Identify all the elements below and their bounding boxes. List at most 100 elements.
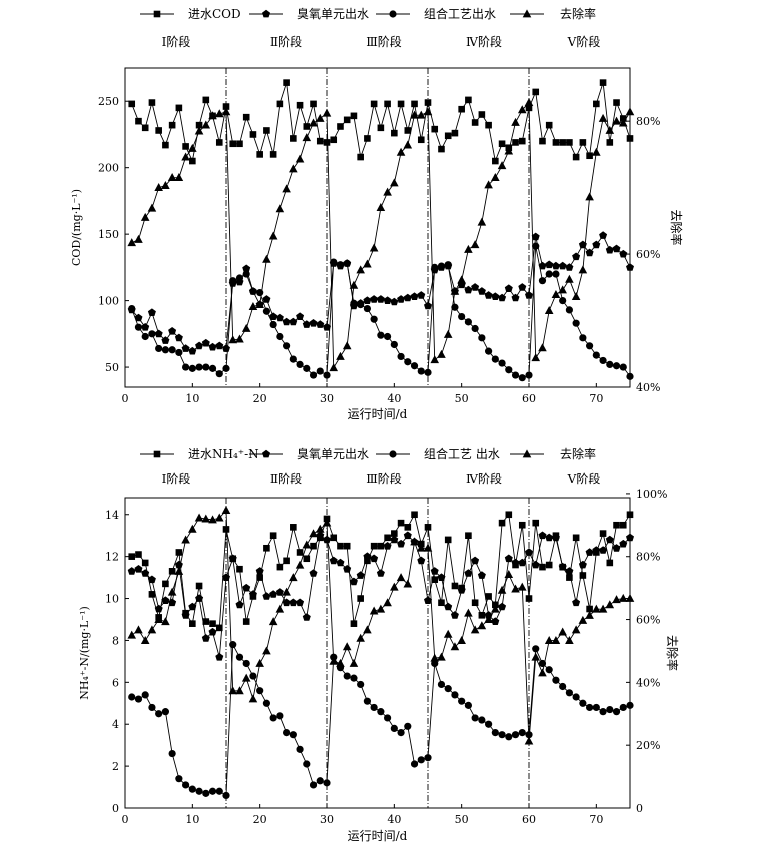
stage-label: Ⅳ阶段	[466, 471, 502, 486]
data-point-0-0	[128, 100, 136, 108]
data-point-1-42	[410, 292, 419, 300]
data-point-0-40	[397, 100, 405, 108]
data-point-3-20	[262, 646, 271, 655]
data-point-3-34	[356, 265, 365, 274]
y2-tick-label: 0	[636, 802, 643, 815]
data-point-3-10	[194, 513, 204, 522]
data-point-2-56	[505, 366, 513, 374]
data-point-2-41	[404, 722, 412, 730]
data-point-2-55	[498, 731, 506, 739]
data-point-3-2	[140, 212, 150, 221]
data-point-1-39	[390, 297, 399, 306]
data-point-3-61	[538, 668, 547, 677]
data-point-2-22	[276, 332, 284, 341]
data-point-3-72	[612, 116, 621, 125]
data-point-0-31	[337, 123, 344, 130]
data-point-2-49	[458, 312, 466, 321]
data-point-0-53	[485, 593, 492, 600]
data-point-1-1	[134, 565, 143, 573]
plot-frame	[124, 67, 631, 388]
data-point-2-1	[134, 323, 143, 331]
data-point-2-69	[592, 703, 600, 712]
data-point-0-72	[613, 99, 620, 106]
data-point-3-35	[363, 259, 372, 268]
stage-label: Ⅴ阶段	[567, 471, 601, 486]
y-tick-label: 10	[105, 593, 119, 606]
y-tick-label: 8	[112, 634, 119, 647]
data-point-3-41	[403, 140, 413, 149]
data-point-2-53	[485, 720, 493, 728]
data-point-2-17	[242, 659, 250, 668]
x-tick-label: 10	[185, 392, 199, 405]
data-point-3-59	[524, 736, 534, 745]
data-point-3-53	[484, 614, 493, 623]
data-point-1-52	[477, 571, 486, 579]
data-point-2-20	[262, 699, 270, 707]
data-point-0-16	[236, 565, 243, 573]
data-point-1-57	[511, 558, 520, 567]
y-tick-label: 150	[98, 228, 119, 241]
data-point-0-24	[290, 135, 297, 142]
data-point-1-14	[222, 344, 230, 352]
data-point-1-10	[195, 341, 204, 350]
data-point-3-60	[531, 652, 541, 661]
data-point-0-18	[249, 131, 257, 138]
data-point-0-47	[444, 132, 452, 140]
data-point-3-6	[167, 587, 177, 596]
data-point-2-13	[215, 370, 223, 378]
data-point-3-34	[356, 633, 365, 642]
data-point-3-37	[376, 604, 386, 613]
data-point-0-40	[397, 519, 405, 527]
data-point-3-53	[484, 180, 493, 189]
x-tick-label: 50	[455, 392, 469, 405]
data-point-2-72	[612, 708, 621, 716]
data-point-0-34	[357, 153, 364, 161]
legend-label: 组合工艺 出水	[424, 446, 500, 461]
data-point-2-37	[377, 331, 385, 339]
data-point-1-72	[612, 244, 621, 253]
data-point-0-58	[518, 137, 526, 145]
data-point-2-71	[606, 705, 614, 714]
data-point-1-27	[309, 569, 318, 577]
data-point-2-39	[390, 724, 398, 733]
data-point-3-22	[275, 204, 285, 213]
data-point-0-65	[566, 574, 573, 581]
data-point-1-71	[605, 245, 614, 254]
data-point-2-52	[478, 716, 486, 724]
x-tick-label: 70	[589, 392, 603, 405]
data-point-0-60	[532, 519, 540, 527]
data-point-0-6	[168, 568, 176, 575]
data-point-2-66	[572, 319, 580, 327]
data-point-1-25	[296, 312, 305, 320]
data-point-0-73	[619, 115, 627, 122]
x-tick-label: 60	[522, 392, 536, 405]
data-point-0-60	[532, 88, 540, 96]
data-point-2-68	[586, 703, 594, 712]
data-point-2-53	[485, 347, 493, 355]
data-point-0-29	[323, 139, 331, 146]
data-point-0-62	[545, 561, 553, 569]
data-point-1-26	[302, 320, 311, 328]
legend-marker	[389, 10, 397, 18]
data-point-2-26	[303, 760, 311, 768]
data-point-3-59	[524, 97, 534, 106]
data-point-3-35	[363, 625, 372, 634]
x-axis-label: 运行时间/d	[348, 407, 408, 421]
data-point-3-17	[241, 673, 251, 682]
data-point-1-20	[262, 592, 271, 600]
data-point-1-24	[289, 598, 298, 607]
data-point-0-22	[276, 100, 284, 108]
data-point-2-24	[289, 731, 297, 739]
data-point-2-14	[222, 364, 230, 372]
data-point-1-50	[464, 569, 473, 577]
data-point-0-70	[599, 530, 607, 537]
data-point-3-43	[416, 543, 426, 552]
y2-tick-label: 80%	[636, 115, 660, 128]
legend-label: 臭氧单元出水	[297, 6, 369, 21]
data-point-2-44	[424, 368, 432, 376]
data-point-2-74	[626, 372, 634, 380]
data-point-2-67	[579, 699, 587, 707]
x-tick-label: 0	[122, 813, 129, 826]
data-point-2-13	[215, 787, 223, 795]
data-point-2-5	[161, 708, 169, 716]
